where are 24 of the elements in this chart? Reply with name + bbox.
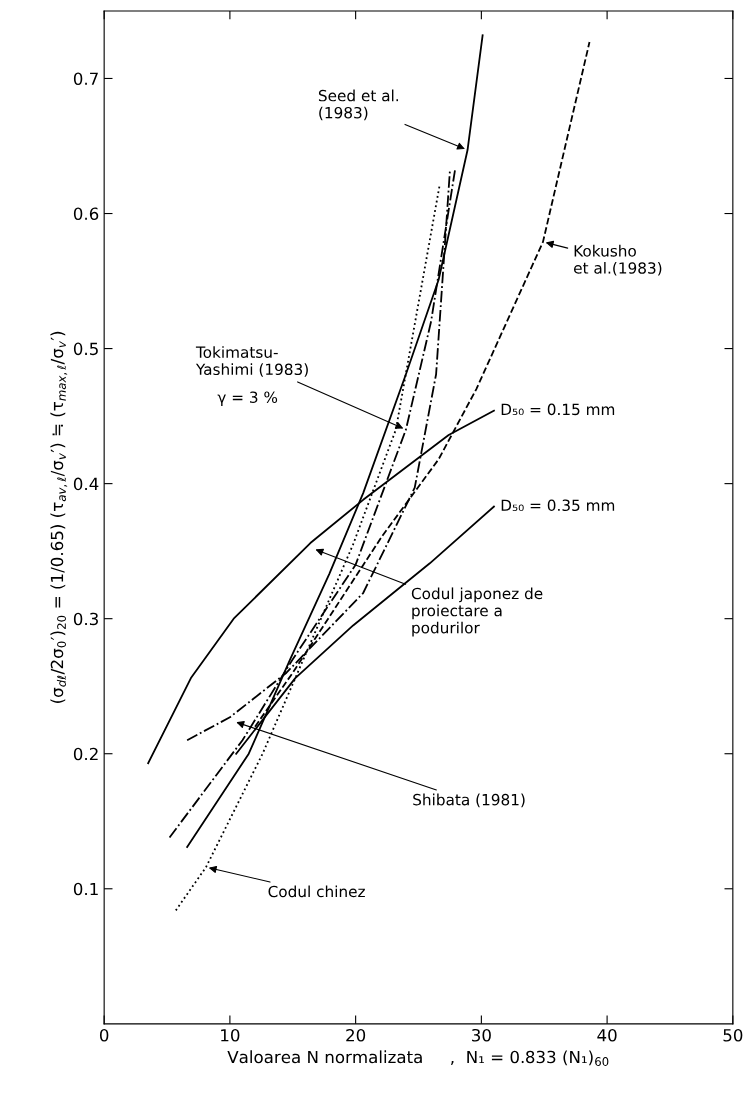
series-label: D₅₀ = 0.15 mm — [501, 403, 615, 416]
y-tick-label: 0.1 — [73, 882, 98, 896]
x-tick-label: 40 — [597, 1028, 617, 1042]
text: (σ$_{dℓ}$/2σ$_{0}$′)$_{20}$ = (1/0.65) (τ$_{av,ℓ}$/σ$_{v}$′) ≒ (τ$_{max,ℓ}$/σ$_{v}$′) — [50, 331, 68, 703]
y-tick-label: 0.5 — [73, 342, 98, 356]
annotation: γ = 3 % — [217, 391, 278, 406]
x-tick-label: 20 — [346, 1028, 366, 1042]
annotation: Tokimatsu- Yashimi (1983) — [195, 346, 308, 377]
y-tick-label: 0.3 — [73, 612, 98, 626]
x-axis-title: Valoarea N normalizata , N₁ = 0.833 (N₁)$_{60}$ — [227, 1050, 609, 1066]
annotation: Codul japonez de proiectare a podurilor — [411, 587, 543, 637]
y-tick-label: 0.2 — [73, 747, 98, 761]
annotation: Shibata (1981) — [413, 793, 525, 808]
x-tick-label: 0 — [99, 1028, 109, 1042]
series-label: D₅₀ = 0.35 mm — [501, 499, 615, 512]
y-tick-label: 0.6 — [73, 207, 99, 221]
x-tick-label: 10 — [221, 1028, 240, 1042]
x-tick-label: 50 — [723, 1028, 743, 1042]
annotation: Seed et al. (1983) — [318, 89, 399, 121]
x-tick-label: 30 — [472, 1028, 491, 1042]
y-tick-label: 0.7 — [73, 72, 98, 86]
annotation: Codul chinez — [268, 885, 365, 898]
annotation: Kokusho et al.(1983) — [574, 244, 662, 276]
y-tick-label: 0.4 — [73, 477, 99, 491]
